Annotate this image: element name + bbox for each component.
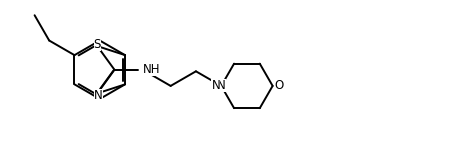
Text: N: N [94,89,102,102]
Text: NH: NH [143,63,161,76]
Text: N: N [211,79,220,92]
Text: N: N [217,79,226,92]
Text: S: S [93,38,101,50]
Text: O: O [274,79,283,92]
